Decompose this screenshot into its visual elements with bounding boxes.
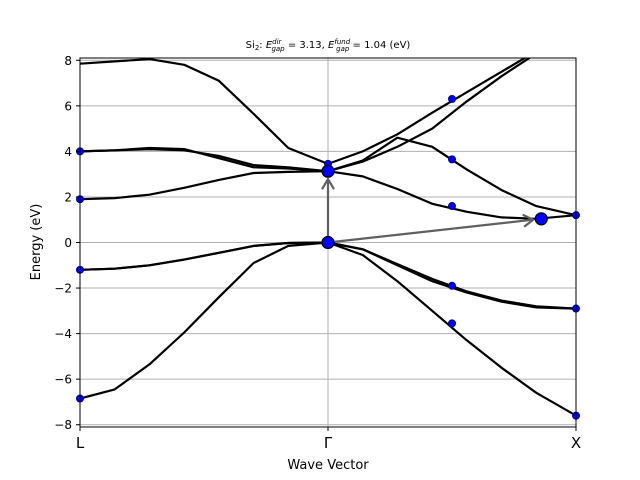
y-tick-label: 4 bbox=[64, 145, 72, 159]
x-axis-label: Wave Vector bbox=[287, 458, 369, 473]
gap-edge-marker bbox=[321, 164, 335, 178]
y-axis-ticks: 8 6 4 2 0 −2 −4 −6 −8 bbox=[54, 54, 80, 432]
kpoint-label: L bbox=[76, 434, 85, 452]
y-tick-label: −2 bbox=[54, 282, 72, 296]
y-tick-label: 2 bbox=[64, 190, 72, 204]
y-tick-label: −4 bbox=[54, 327, 72, 341]
y-tick-label: −8 bbox=[54, 418, 72, 432]
y-tick-label: 6 bbox=[64, 99, 72, 113]
gap-edge-marker bbox=[534, 212, 548, 226]
band-point-marker bbox=[448, 155, 456, 164]
band-markers bbox=[76, 95, 580, 420]
y-tick-label: 0 bbox=[64, 236, 72, 250]
band-point-marker bbox=[448, 281, 456, 290]
arrow-head-fundamental bbox=[522, 213, 536, 228]
y-axis-label: Energy (eV) bbox=[29, 204, 44, 281]
kpoint-label: Γ bbox=[324, 434, 333, 452]
gap-edge-marker bbox=[321, 235, 335, 250]
chart-title: Si2: Edir gap = 3.13, Efund gap = 1.04 (eV… bbox=[246, 38, 411, 53]
y-tick-label: 8 bbox=[64, 54, 72, 68]
band-point-marker bbox=[448, 319, 456, 328]
y-tick-label: −6 bbox=[54, 373, 72, 387]
kpoint-label: X bbox=[571, 434, 581, 452]
band-point-marker bbox=[448, 202, 456, 211]
transition-arrow-fundamental bbox=[327, 218, 534, 244]
transition-arrows bbox=[321, 177, 536, 244]
band-point-marker bbox=[448, 95, 456, 103]
arrow-head-direct bbox=[321, 177, 335, 190]
